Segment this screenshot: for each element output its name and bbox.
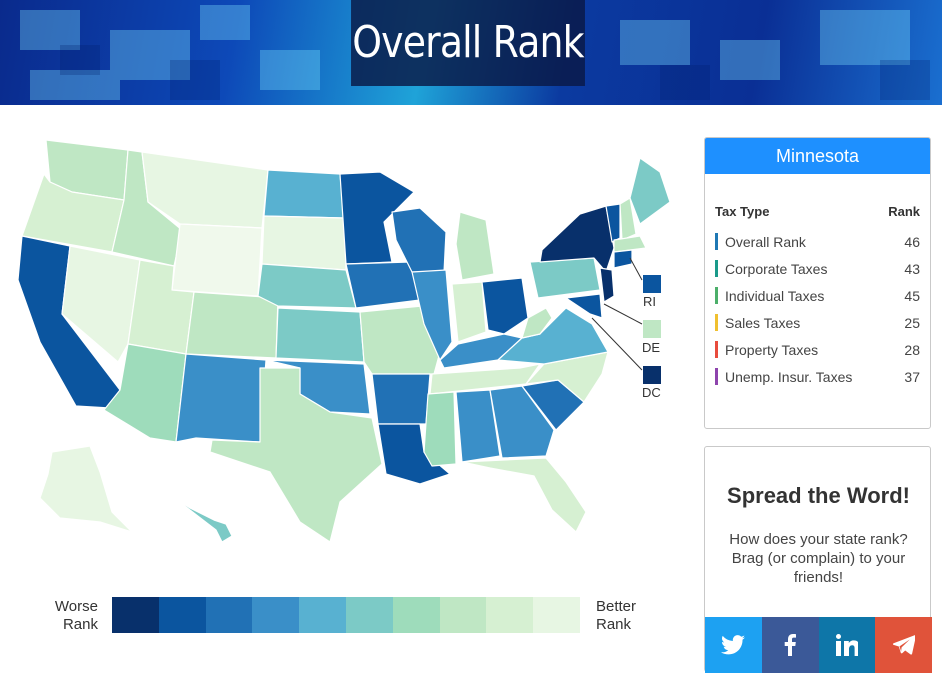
- state-in[interactable]: [451, 281, 487, 343]
- state-nj[interactable]: [599, 267, 615, 303]
- tax-type-label: Property Taxes: [725, 341, 819, 358]
- state-md[interactable]: [565, 293, 603, 319]
- tax-rank-row: Corporate Taxes 43: [715, 255, 920, 282]
- state-ny[interactable]: [539, 205, 615, 273]
- state-il[interactable]: [411, 269, 453, 361]
- twitter-icon: [721, 635, 746, 655]
- state-detail-panel: Minnesota Tax Type Rank Overall Rank 46 Co…: [704, 137, 931, 429]
- banner-background-image: [20, 5, 930, 100]
- tax-rank-value: 46: [904, 233, 920, 250]
- tax-rank-row: Overall Rank 46: [715, 228, 920, 255]
- tax-rank-value: 43: [904, 260, 920, 277]
- state-sd[interactable]: [261, 215, 347, 271]
- tax-rank-row: Individual Taxes 45: [715, 282, 920, 309]
- tax-type-label: Unemp. Insur. Taxes: [725, 368, 853, 385]
- state-ks[interactable]: [275, 307, 365, 363]
- legend-swatch: [486, 597, 534, 633]
- tax-rank-value: 28: [904, 341, 920, 358]
- state-tx[interactable]: [209, 367, 383, 542]
- tax-type-label: Individual Taxes: [725, 287, 825, 304]
- tax-type-label: Overall Rank: [725, 233, 806, 250]
- tax-type-color-bar: [715, 368, 718, 385]
- legend-swatch: [112, 597, 159, 633]
- header-banner: Overall Rank: [0, 0, 942, 105]
- legend-better-label: Better Rank: [596, 598, 637, 633]
- state-nh[interactable]: [619, 197, 637, 241]
- tax-rank-table-header: Tax Type Rank: [715, 204, 920, 222]
- tax-type-label: Sales Taxes: [725, 314, 801, 331]
- state-la[interactable]: [377, 423, 451, 485]
- legend-color-scale: [112, 597, 580, 633]
- small-state-label-ri: RI: [643, 294, 656, 309]
- tax-type-color-bar: [715, 233, 718, 250]
- tax-type-label: Corporate Taxes: [725, 260, 828, 277]
- share-facebook-button[interactable]: [761, 617, 819, 673]
- state-pa[interactable]: [529, 257, 601, 299]
- tax-rank-row: Sales Taxes 25: [715, 309, 920, 336]
- legend-swatch: [439, 597, 487, 633]
- state-al[interactable]: [455, 389, 501, 463]
- tax-rank-table: Tax Type Rank Overall Rank 46 Corporate Ta…: [715, 204, 920, 390]
- spread-the-word-panel: Spread the Word! How does your state ran…: [704, 446, 932, 673]
- state-me[interactable]: [629, 157, 671, 225]
- legend-swatch: [299, 597, 346, 633]
- tax-type-color-bar: [715, 341, 718, 358]
- state-ga[interactable]: [489, 385, 555, 459]
- state-nd[interactable]: [263, 169, 345, 219]
- legend-worse-label: Worse Rank: [54, 598, 98, 633]
- share-linkedin-button[interactable]: [818, 617, 876, 673]
- state-wv[interactable]: [521, 307, 553, 339]
- state-ne[interactable]: [257, 263, 357, 309]
- legend-swatch: [252, 597, 300, 633]
- state-vt[interactable]: [605, 203, 621, 243]
- state-ak[interactable]: [39, 445, 133, 533]
- state-fl[interactable]: [461, 457, 587, 533]
- state-ar[interactable]: [371, 373, 431, 425]
- telegram-icon: [892, 635, 915, 655]
- tax-type-color-bar: [715, 260, 718, 277]
- tax-rank-value: 45: [904, 287, 920, 304]
- col-rank: Rank: [888, 204, 920, 219]
- tax-rank-row: Unemp. Insur. Taxes 37: [715, 363, 920, 390]
- state-ct[interactable]: [613, 249, 633, 269]
- tax-rank-value: 37: [904, 368, 920, 385]
- page-title: Overall Rank: [351, 0, 585, 86]
- state-nv[interactable]: [61, 245, 141, 363]
- small-state-label-de: DE: [642, 340, 660, 355]
- share-telegram-button[interactable]: [875, 617, 932, 673]
- tax-rank-row: Property Taxes 28: [715, 336, 920, 363]
- small-state-label-dc: DC: [642, 385, 661, 400]
- legend-swatch: [533, 597, 580, 633]
- state-co[interactable]: [185, 291, 279, 359]
- state-nm[interactable]: [175, 353, 267, 443]
- linkedin-icon: [835, 634, 858, 656]
- small-state-box-ri[interactable]: [643, 275, 661, 293]
- us-choropleth-map: RI DE DC: [17, 139, 671, 542]
- state-tn[interactable]: [429, 363, 541, 395]
- state-mi[interactable]: [455, 211, 495, 281]
- col-tax-type: Tax Type: [715, 204, 770, 219]
- tax-type-color-bar: [715, 287, 718, 304]
- state-ma[interactable]: [613, 235, 647, 253]
- share-buttons: [705, 617, 932, 673]
- legend-swatch: [205, 597, 253, 633]
- facebook-icon: [784, 634, 797, 656]
- small-state-box-de[interactable]: [643, 320, 661, 338]
- state-ms[interactable]: [423, 391, 457, 467]
- selected-state-name: Minnesota: [705, 138, 930, 174]
- legend-swatch: [158, 597, 206, 633]
- legend-swatch: [392, 597, 440, 633]
- spread-title: Spread the Word!: [727, 483, 910, 508]
- spread-text: How does your state rank? Brag (or compl…: [729, 531, 908, 586]
- state-hi[interactable]: [163, 489, 233, 542]
- legend-swatch: [345, 597, 393, 633]
- tax-type-color-bar: [715, 314, 718, 331]
- share-twitter-button[interactable]: [705, 617, 762, 673]
- tax-rank-value: 25: [904, 314, 920, 331]
- state-wy[interactable]: [171, 223, 263, 297]
- state-oh[interactable]: [481, 277, 529, 335]
- state-ia[interactable]: [345, 261, 421, 309]
- small-state-box-dc[interactable]: [643, 366, 661, 384]
